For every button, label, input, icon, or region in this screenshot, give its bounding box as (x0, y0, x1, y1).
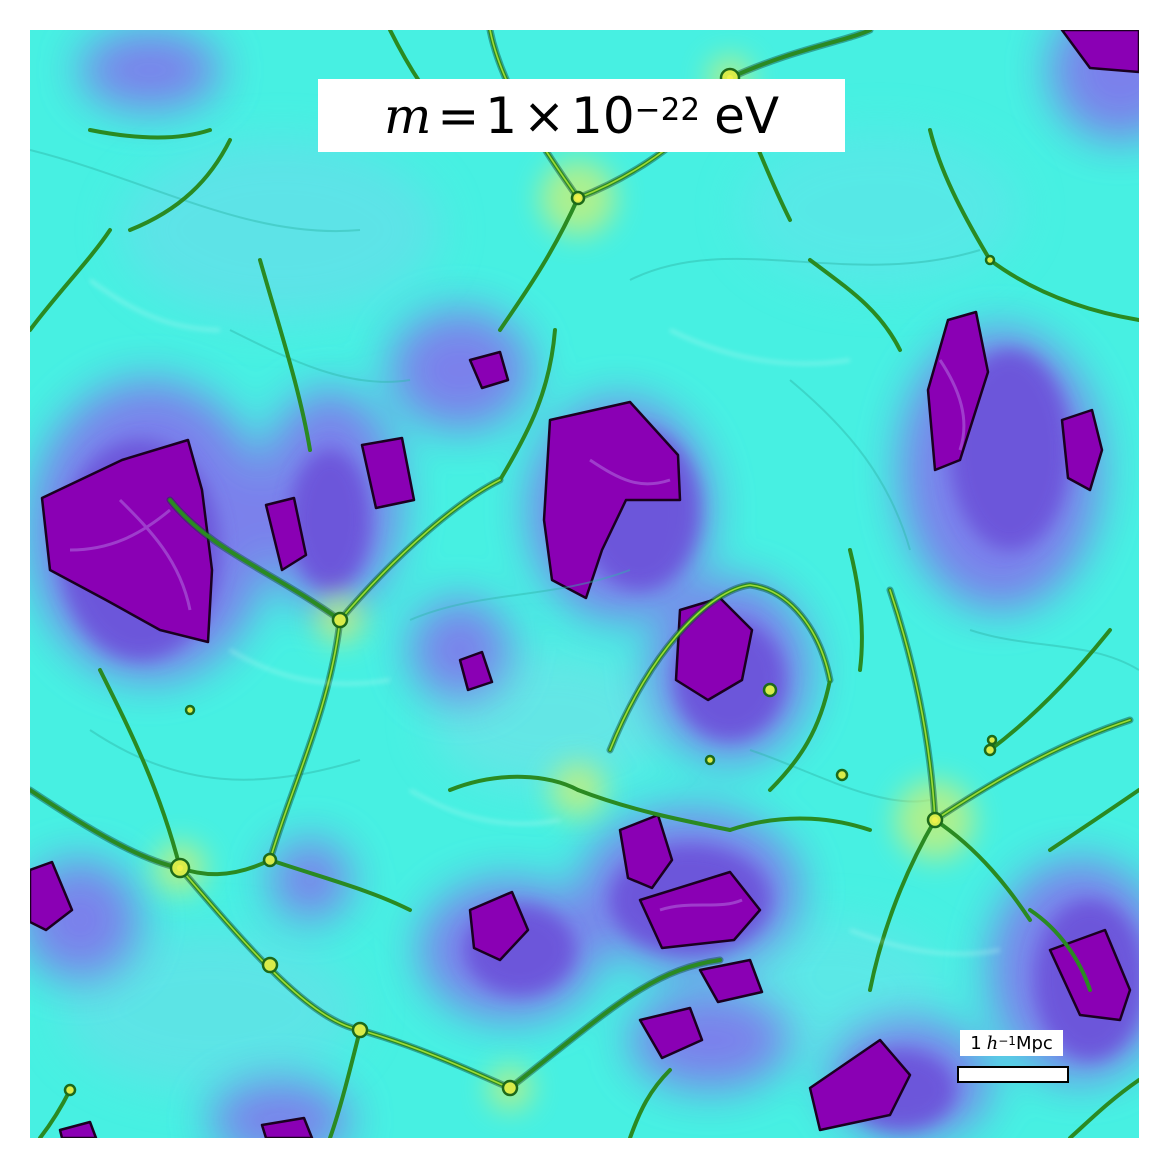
scale-exponent: −1 (998, 1034, 1016, 1048)
mass-base: 10 (571, 86, 635, 145)
mass-title: m = 1 × 10 −22 eV (318, 79, 845, 152)
mass-symbol: m (383, 86, 432, 145)
density-field-image (30, 30, 1139, 1138)
scale-bar (957, 1066, 1069, 1083)
scale-bar-label: 1 h −1 Mpc (960, 1030, 1063, 1056)
mass-exponent: −22 (634, 91, 701, 128)
scale-unit: Mpc (1015, 1032, 1053, 1054)
scale-value: 1 (970, 1032, 982, 1054)
density-map (30, 30, 1139, 1138)
scale-h: h (986, 1032, 999, 1054)
mass-coefficient: 1 (485, 86, 518, 145)
times-sign: × (523, 86, 566, 145)
equals-sign: = (437, 86, 480, 145)
mass-unit: eV (714, 86, 780, 145)
